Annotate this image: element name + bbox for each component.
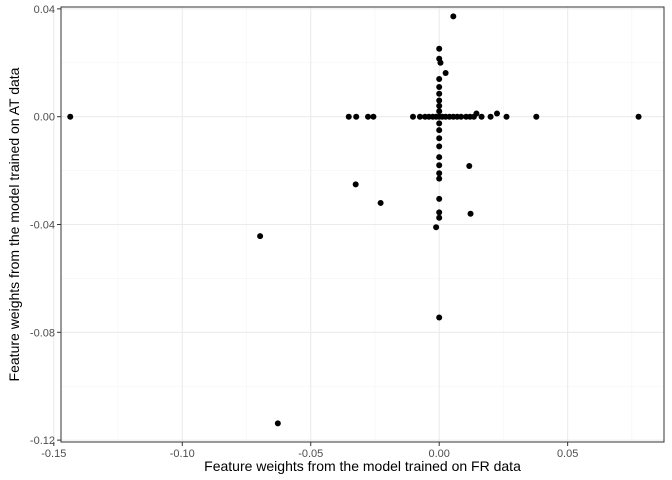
y-tick-label: 0.04	[34, 4, 55, 16]
data-point	[67, 113, 74, 120]
y-tick-label: -0.08	[30, 327, 55, 339]
y-tick-label: -0.12	[30, 435, 55, 447]
data-point	[436, 195, 443, 202]
data-point	[409, 113, 416, 120]
x-axis: -0.15 -0.10 -0.05 0.00 0.05	[41, 442, 578, 460]
data-point	[436, 84, 443, 91]
data-point	[436, 162, 443, 169]
data-point	[533, 113, 540, 120]
y-axis: 0.04 0.00 -0.04 -0.08 -0.12	[30, 4, 61, 447]
data-point	[274, 420, 281, 427]
data-point	[635, 113, 642, 120]
data-point	[436, 97, 443, 104]
data-point	[436, 108, 443, 115]
data-point	[493, 110, 500, 117]
data-point	[436, 135, 443, 142]
data-point	[442, 70, 449, 77]
data-point	[458, 113, 465, 120]
y-tick-label: -0.04	[30, 220, 55, 232]
data-point	[436, 214, 443, 221]
data-point	[436, 175, 443, 182]
data-point	[433, 224, 440, 231]
data-point	[352, 181, 359, 188]
data-point	[436, 113, 443, 120]
data-point	[436, 127, 443, 134]
data-point	[467, 210, 474, 217]
x-tick-label: -0.05	[298, 448, 323, 460]
x-tick-label: 0.05	[557, 448, 578, 460]
data-point	[257, 233, 264, 240]
data-point	[370, 113, 377, 120]
x-tick-label: -0.10	[170, 448, 195, 460]
data-point	[345, 113, 352, 120]
y-tick-label: 0.00	[34, 112, 55, 124]
data-point	[436, 120, 443, 127]
data-point	[416, 113, 423, 120]
data-point	[377, 199, 384, 206]
data-point	[436, 45, 443, 52]
y-axis-title: Feature weights from the model trained o…	[6, 67, 22, 381]
x-tick-label: -0.15	[41, 448, 66, 460]
data-point	[436, 209, 443, 216]
data-point	[436, 143, 443, 150]
data-point	[466, 163, 473, 170]
data-point	[436, 102, 443, 109]
data-point	[365, 113, 372, 120]
data-point	[503, 113, 510, 120]
x-tick-label: 0.00	[428, 448, 449, 460]
x-axis-title: Feature weights from the model trained o…	[204, 458, 521, 474]
data-point	[436, 170, 443, 177]
data-point	[487, 113, 494, 120]
data-point	[473, 110, 480, 117]
data-point	[450, 13, 457, 20]
data-point	[353, 113, 360, 120]
data-points	[67, 13, 642, 427]
data-point	[436, 75, 443, 82]
data-point	[436, 90, 443, 97]
major-gridlines	[53, 7, 664, 442]
data-point	[478, 113, 485, 120]
data-point	[437, 59, 444, 66]
data-point	[436, 314, 443, 321]
data-point	[436, 154, 443, 161]
